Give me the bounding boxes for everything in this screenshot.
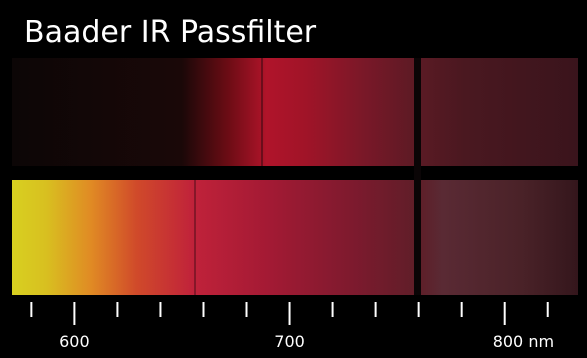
tick-label: 600 [59, 332, 90, 351]
title: Baader IR Passfilter [24, 15, 317, 50]
spectrum-figure: Baader IR Passfilter 600 700 800 nm [0, 0, 587, 354]
divider [414, 58, 421, 295]
background [0, 0, 587, 354]
tick-label: 700 [274, 332, 305, 351]
tick-label: 800 nm [493, 332, 554, 351]
spectrum-top [12, 58, 578, 166]
spectrum-bottom [12, 180, 578, 295]
